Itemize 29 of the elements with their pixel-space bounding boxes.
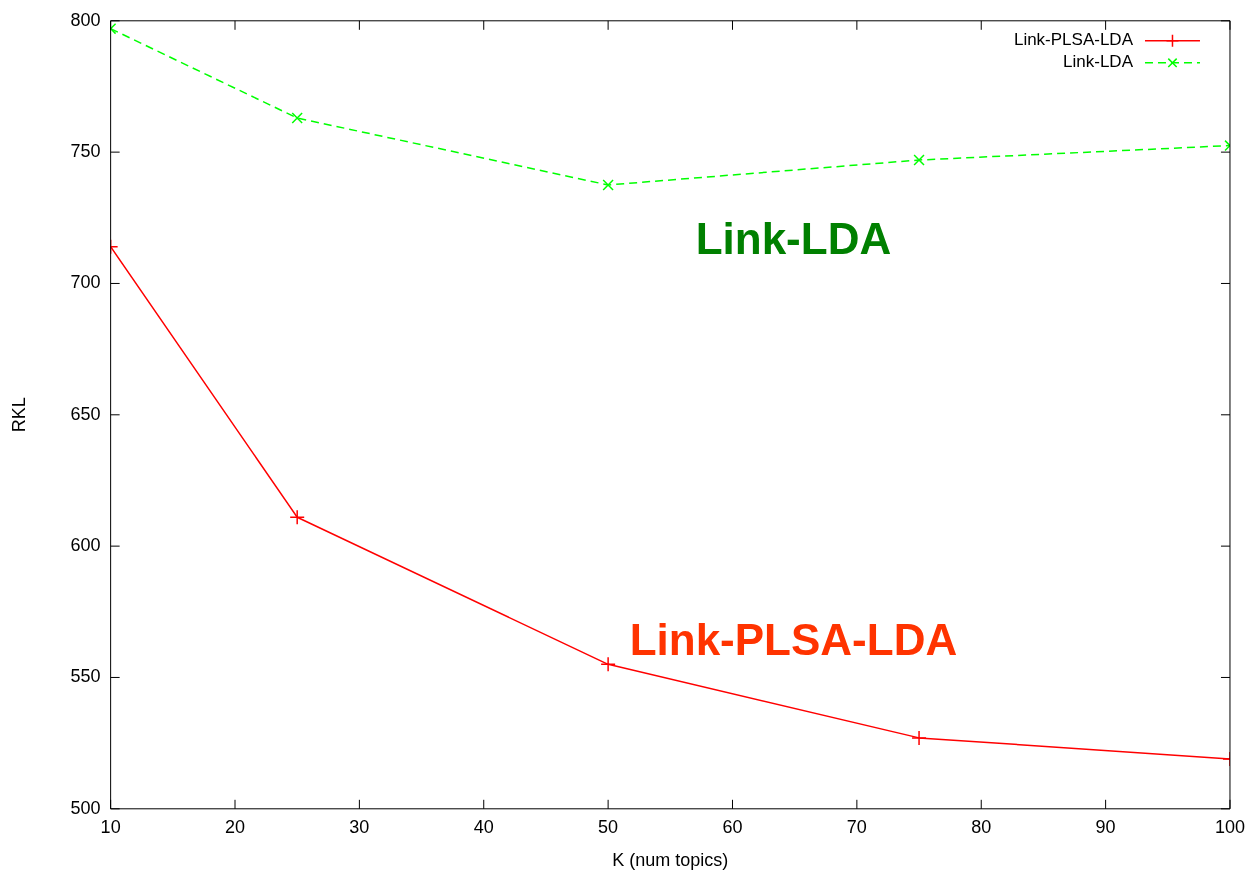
point xyxy=(911,730,927,746)
y-tick-label: 550 xyxy=(70,666,101,687)
x-tick-label: 100 xyxy=(1214,816,1246,837)
point xyxy=(913,154,925,166)
x-tick-label: 90 xyxy=(1095,816,1116,837)
y-tick-label: 600 xyxy=(70,535,101,556)
x-axis-title: K (num topics) xyxy=(612,850,729,871)
x-tick-label: 40 xyxy=(473,816,494,837)
x-tick-label: 50 xyxy=(598,816,619,837)
x-tick-label: 80 xyxy=(971,816,992,837)
annotation: Link-LDA xyxy=(695,213,892,263)
annotation: Link-PLSA-LDA xyxy=(629,615,958,665)
y-axis-title: RKL xyxy=(8,397,29,433)
x-tick-label: 60 xyxy=(722,816,743,837)
point xyxy=(289,509,305,525)
y-tick-label: 700 xyxy=(70,272,101,293)
y-tick-label: 750 xyxy=(70,141,101,162)
point xyxy=(602,179,614,191)
point xyxy=(600,656,616,673)
x-tick-label: 10 xyxy=(100,816,121,837)
y-tick-label: 650 xyxy=(70,403,101,424)
y-tick-label: 500 xyxy=(70,797,101,818)
legend-label: Link-PLSA-LDA xyxy=(1013,30,1134,50)
point xyxy=(291,112,303,124)
y-tick-label: 800 xyxy=(70,9,101,30)
x-tick-label: 70 xyxy=(846,816,867,837)
x-tick-label: 30 xyxy=(349,816,370,837)
x-tick-label: 20 xyxy=(224,816,246,837)
legend-label: Link-LDA xyxy=(1063,52,1134,72)
